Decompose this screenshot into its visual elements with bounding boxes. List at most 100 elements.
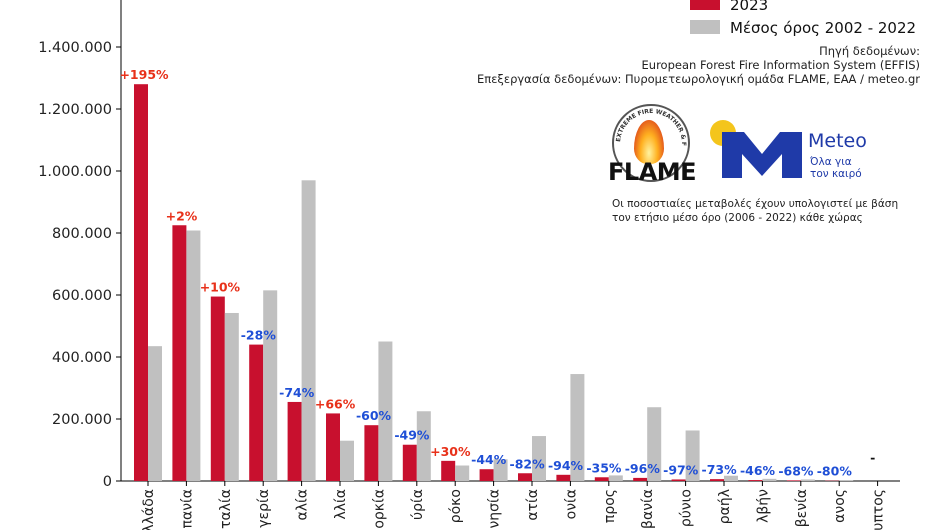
percentage-note: Οι ποσοστιαίες μεταβολές έχουν υπολογιστ… [612,198,912,225]
change-label: -74% [279,385,315,400]
legend-label-2023: 2023 [730,0,768,14]
x-tick-label: υπτος [871,489,887,530]
bar-average [186,230,201,481]
flame-ring [612,104,690,182]
x-tick-label: ονία [563,489,579,519]
bar-2023 [364,425,379,481]
bar-average [839,480,854,481]
bar-2023 [441,460,456,481]
x-tick-label: γερία [256,489,272,528]
change-label: +2% [166,208,198,223]
y-tick-label: 1.400.000 [38,40,112,56]
change-label: -35% [586,460,622,475]
note-line-2: τον ετήσιο μέσο όρο (2006 - 2022) κάθε χ… [612,211,863,224]
flame-fire-icon [634,120,664,164]
note-line-1: Οι ποσοστιαίες μεταβολές έχουν υπολογιστ… [612,198,899,210]
bar-2023 [172,225,187,481]
x-tick-label: ρύνιο [679,489,695,527]
bar-2023 [748,480,763,481]
legend-swatch-2023 [690,0,720,10]
change-label: -82% [510,456,546,471]
bar-average [493,459,508,481]
x-tick-label: λλία [333,489,349,520]
x-tick-label: προς [602,489,618,523]
x-tick-label: λβήν [755,489,771,523]
x-tick-label: ανος [832,489,848,523]
bar-2023 [402,444,417,481]
bar-2023 [479,469,494,481]
bar-2023 [210,296,225,481]
x-tick-label: ρόκο [448,489,464,523]
change-label: -68% [778,463,814,478]
change-label: -49% [394,428,430,443]
source-line-3: Επεξεργασία δεδομένων: Πυρομετεωρολογική… [477,72,920,86]
bar-average [263,290,278,481]
bar-2023 [287,401,302,481]
y-tick-label: 1.000.000 [38,164,112,180]
bar-2023 [786,480,801,481]
x-tick-label: ραήλ [717,489,733,524]
bar-2023 [671,479,686,481]
bar-2023 [326,413,340,481]
meteo-m-icon [722,132,802,178]
change-label: +195% [119,67,169,82]
y-tick-label: 800.000 [52,226,112,242]
bar-average [800,479,815,481]
x-tick-label: πανία [179,489,195,528]
x-tick-label: λλάδα [141,489,157,530]
y-tick-label: 0 [103,474,112,490]
legend-swatch-average [690,20,720,34]
bar-2023 [633,477,648,481]
y-tick-label: 1.200.000 [38,102,112,118]
bar-2023 [710,479,724,481]
bar-average [224,312,239,481]
flame-logo-text: FLAME [608,158,697,186]
bar-average [455,465,470,481]
x-tick-label: ύρία [410,489,426,520]
bar-average [570,374,585,481]
bar-average [532,436,546,481]
y-tick-label: 400.000 [52,350,112,366]
bar-average [340,440,354,481]
x-tick-label: βενία [794,489,810,527]
meteo-logo: Meteo Όλα για τον καιρό [708,118,918,184]
x-tick-label: ορκία [371,489,387,529]
change-label: - [870,450,875,465]
source-line-1: Πηγή δεδομένων: [819,44,920,58]
change-label: -94% [548,458,584,473]
x-tick-label: αλία [295,489,311,520]
change-label: -73% [702,462,738,477]
bar-average [762,478,777,481]
bar-average [685,430,700,481]
bar-2023 [556,474,571,481]
change-label: -96% [625,461,661,476]
bar-average [608,475,623,481]
bar-average [301,180,316,482]
bar-average [416,411,431,481]
change-label: -97% [663,462,699,477]
bar-2023 [134,84,148,481]
change-label: -60% [356,408,392,423]
y-tick-label: 600.000 [52,288,112,304]
change-label: +30% [430,444,471,459]
data-source-note: Πηγή δεδομένων: European Forest Fire Inf… [360,44,920,86]
flame-logo: EXTREME FIRE WEATHER & FIRE BEHAVIOUR FL… [608,102,697,190]
meteo-tagline-2: τον καιρό [810,168,862,180]
x-tick-label: ατία [525,489,541,521]
x-tick-label: νησία [487,489,503,529]
x-tick-label: ταλία [218,489,234,529]
y-tick-label: 200.000 [52,412,112,428]
x-tick-label: βανία [640,489,656,529]
meteo-tagline: Όλα για τον καιρό [810,156,862,180]
meteo-tagline-1: Όλα για [810,156,852,168]
source-line-2: European Forest Fire Information System … [641,58,920,72]
change-label: -44% [471,452,507,467]
legend-label-average: Μέσος όρος 2002 - 2022 [730,19,916,37]
bar-average [647,407,662,481]
bar-2023 [594,477,609,481]
change-label: -80% [817,464,853,479]
meteo-logo-name: Meteo [808,130,867,152]
change-label: -28% [241,328,277,343]
bar-2023 [249,344,264,481]
